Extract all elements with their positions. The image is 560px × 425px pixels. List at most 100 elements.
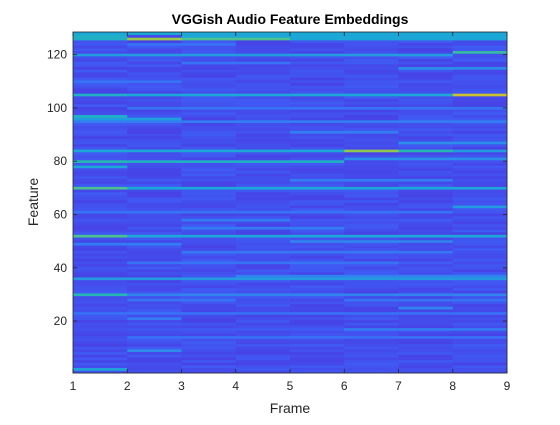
heatmap-cell: [398, 141, 454, 145]
heatmap-cell: [235, 253, 291, 257]
heatmap-cell: [344, 87, 399, 92]
heatmap-cell: [73, 215, 128, 219]
heatmap-cell: [235, 205, 291, 209]
heatmap-cell: [73, 303, 128, 307]
heatmap-cell: [181, 167, 237, 171]
heatmap-cell: [235, 250, 291, 254]
heatmap-cell: [73, 53, 128, 57]
heatmap-cell: [290, 71, 345, 76]
heatmap-cell: [73, 37, 128, 41]
heatmap-cell: [398, 349, 454, 353]
heatmap-cell: [290, 234, 345, 238]
heatmap-cell: [290, 125, 345, 129]
heatmap-cell: [290, 55, 345, 60]
heatmap-cell: [290, 181, 345, 185]
heatmap-cell: [344, 277, 399, 281]
heatmap-cell: [398, 103, 454, 107]
heatmap-cell: [290, 183, 345, 187]
heatmap-cell: [344, 213, 399, 217]
heatmap-cell: [235, 341, 291, 345]
heatmap-cell: [452, 106, 508, 110]
y-tick-label: 80: [54, 154, 68, 168]
heatmap-cell: [344, 351, 399, 355]
heatmap-cell: [344, 290, 399, 294]
heatmap-cell: [398, 119, 454, 123]
heatmap-cell: [181, 317, 237, 321]
heatmap-cell: [290, 151, 345, 155]
heatmap-cell: [452, 319, 508, 323]
heatmap-cell: [452, 95, 508, 99]
heatmap-cell: [73, 143, 128, 147]
heatmap-cell: [181, 306, 237, 310]
heatmap-cell: [73, 250, 128, 254]
heatmap-cell: [73, 149, 128, 153]
heatmap-cell: [290, 162, 345, 166]
heatmap-cell: [344, 66, 399, 70]
heatmap-cell: [398, 101, 454, 105]
heatmap-cell: [452, 258, 508, 262]
heatmap-cell: [290, 197, 345, 201]
heatmap-cell: [398, 39, 454, 44]
heatmap-cell: [235, 226, 291, 230]
heatmap-cell: [290, 269, 345, 273]
heatmap-cell: [181, 258, 237, 262]
heatmap-cell: [235, 125, 291, 129]
heatmap-cell: [181, 189, 237, 193]
heatmap-cell: [290, 127, 345, 131]
heatmap-cell: [344, 295, 399, 299]
heatmap-cell: [398, 149, 454, 153]
heatmap-cell: [127, 181, 182, 185]
heatmap-cell: [235, 197, 291, 201]
heatmap-cell: [344, 135, 399, 139]
heatmap-cell: [452, 271, 508, 275]
heatmap-cell: [398, 285, 454, 289]
heatmap-cell: [452, 215, 508, 219]
heatmap-cell: [235, 162, 291, 166]
heatmap-cell: [127, 330, 182, 334]
heatmap-cell: [127, 351, 182, 355]
heatmap-cell: [398, 79, 454, 84]
x-tick-label: 6: [341, 379, 348, 393]
heatmap-cell: [290, 215, 345, 219]
heatmap-cell: [73, 277, 128, 281]
heatmap-cell: [344, 239, 399, 243]
heatmap-cell: [398, 207, 454, 211]
heatmap-cell: [290, 255, 345, 259]
heatmap-cell: [398, 303, 454, 307]
heatmap-cell: [452, 242, 508, 246]
heatmap-cell: [452, 53, 508, 57]
heatmap-cell: [235, 141, 291, 145]
heatmap-cell: [181, 199, 237, 203]
heatmap-cell: [398, 45, 454, 49]
heatmap-cell: [181, 50, 237, 54]
heatmap-cell: [398, 90, 454, 94]
heatmap-cell: [452, 93, 508, 97]
heatmap-cell: [452, 343, 508, 347]
heatmap-cell: [73, 45, 128, 49]
heatmap-cell: [290, 242, 345, 246]
x-tick-label: 8: [449, 379, 456, 393]
heatmap-cell: [73, 181, 128, 185]
heatmap-cell: [235, 63, 291, 68]
heatmap-cell: [181, 79, 237, 84]
heatmap-cell: [181, 295, 237, 299]
heatmap-cell: [235, 365, 291, 369]
heatmap-cell: [344, 242, 399, 246]
heatmap-cell: [73, 290, 128, 294]
heatmap-cell: [452, 295, 508, 299]
heatmap-cell: [344, 263, 399, 267]
heatmap-cell: [344, 301, 399, 305]
heatmap-cell: [344, 90, 399, 94]
heatmap-cell: [344, 181, 399, 185]
heatmap-cell: [73, 327, 128, 331]
heatmap-cell: [127, 359, 182, 363]
heatmap-cell: [73, 197, 128, 201]
heatmap-cell: [344, 269, 399, 273]
heatmap-cell: [398, 322, 454, 326]
heatmap-cell: [235, 175, 291, 179]
heatmap-cell: [398, 237, 454, 241]
heatmap-cell: [181, 186, 237, 190]
heatmap-cell: [452, 261, 508, 265]
heatmap-cell: [181, 367, 237, 371]
heatmap-cell: [181, 61, 237, 65]
